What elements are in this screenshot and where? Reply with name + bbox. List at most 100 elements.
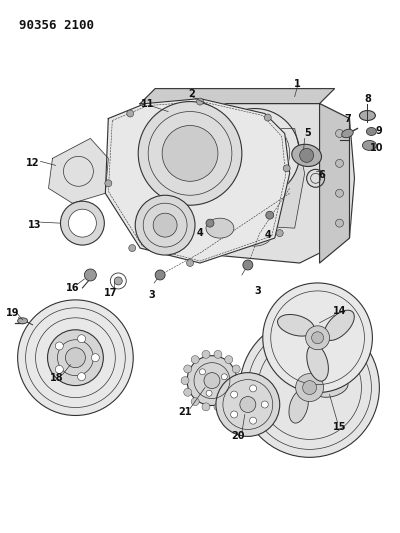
Circle shape xyxy=(200,369,206,375)
Circle shape xyxy=(264,114,271,121)
Polygon shape xyxy=(140,103,354,263)
Text: 18: 18 xyxy=(50,373,63,383)
Circle shape xyxy=(66,348,85,368)
Polygon shape xyxy=(105,99,290,263)
Circle shape xyxy=(184,365,192,373)
Circle shape xyxy=(84,269,96,281)
Circle shape xyxy=(336,219,344,227)
Text: 2: 2 xyxy=(189,88,196,99)
Circle shape xyxy=(138,102,242,205)
Ellipse shape xyxy=(285,355,312,382)
Circle shape xyxy=(232,365,240,373)
Circle shape xyxy=(206,219,214,227)
Circle shape xyxy=(181,377,189,385)
Circle shape xyxy=(55,342,63,350)
Text: 4: 4 xyxy=(264,230,271,240)
Circle shape xyxy=(55,366,63,374)
Circle shape xyxy=(191,398,199,406)
Text: 3: 3 xyxy=(254,286,261,296)
Circle shape xyxy=(306,326,330,350)
Text: 19: 19 xyxy=(6,308,20,318)
Circle shape xyxy=(240,318,379,457)
Circle shape xyxy=(18,300,133,416)
Circle shape xyxy=(216,373,280,437)
Circle shape xyxy=(48,330,103,385)
Circle shape xyxy=(153,213,177,237)
Circle shape xyxy=(214,350,222,358)
Circle shape xyxy=(187,356,237,406)
Circle shape xyxy=(235,377,243,385)
Ellipse shape xyxy=(342,129,353,138)
Text: 13: 13 xyxy=(28,220,41,230)
Circle shape xyxy=(191,356,199,364)
Ellipse shape xyxy=(366,127,376,135)
Text: 5: 5 xyxy=(304,128,311,139)
Circle shape xyxy=(210,109,300,198)
Text: 4: 4 xyxy=(197,228,203,238)
Circle shape xyxy=(240,397,256,413)
Ellipse shape xyxy=(206,218,234,238)
Circle shape xyxy=(155,270,165,280)
Polygon shape xyxy=(48,139,108,203)
Circle shape xyxy=(162,125,218,181)
Circle shape xyxy=(336,189,344,197)
Circle shape xyxy=(202,403,210,411)
Circle shape xyxy=(221,374,227,380)
Circle shape xyxy=(135,195,195,255)
Text: 12: 12 xyxy=(26,158,39,168)
Circle shape xyxy=(336,159,344,167)
Circle shape xyxy=(225,356,233,364)
Circle shape xyxy=(266,211,274,219)
Circle shape xyxy=(91,354,99,362)
Circle shape xyxy=(204,373,220,389)
Circle shape xyxy=(250,385,256,392)
Circle shape xyxy=(186,260,194,266)
Text: 3: 3 xyxy=(149,290,156,300)
Ellipse shape xyxy=(315,378,348,397)
Text: 9: 9 xyxy=(376,126,383,136)
Ellipse shape xyxy=(278,314,314,336)
Circle shape xyxy=(276,230,283,237)
Circle shape xyxy=(283,165,290,172)
Text: 14: 14 xyxy=(333,306,346,316)
Ellipse shape xyxy=(307,344,328,381)
Circle shape xyxy=(300,148,314,163)
Text: 21: 21 xyxy=(178,408,192,417)
Circle shape xyxy=(312,332,324,344)
Text: 6: 6 xyxy=(318,171,325,180)
Text: 11: 11 xyxy=(142,99,155,109)
Circle shape xyxy=(206,390,212,396)
Text: 15: 15 xyxy=(333,423,346,432)
Circle shape xyxy=(261,401,268,408)
Ellipse shape xyxy=(18,318,28,324)
Circle shape xyxy=(296,374,324,401)
Circle shape xyxy=(114,277,122,285)
Polygon shape xyxy=(320,103,350,263)
Circle shape xyxy=(225,398,233,406)
Ellipse shape xyxy=(292,144,322,166)
Circle shape xyxy=(78,373,86,381)
Circle shape xyxy=(243,260,253,270)
Circle shape xyxy=(68,209,96,237)
Circle shape xyxy=(129,245,136,252)
Polygon shape xyxy=(195,128,305,228)
Text: 1: 1 xyxy=(294,79,301,88)
Circle shape xyxy=(231,411,238,418)
Circle shape xyxy=(78,335,86,343)
Circle shape xyxy=(237,135,273,171)
Circle shape xyxy=(202,350,210,358)
Circle shape xyxy=(336,130,344,138)
Circle shape xyxy=(303,381,316,394)
Ellipse shape xyxy=(324,310,354,341)
Ellipse shape xyxy=(360,110,375,120)
Circle shape xyxy=(232,389,240,396)
Circle shape xyxy=(127,110,134,117)
Text: 8: 8 xyxy=(364,94,371,103)
Text: 90356 2100: 90356 2100 xyxy=(19,19,94,32)
Circle shape xyxy=(196,98,204,105)
Ellipse shape xyxy=(362,140,376,150)
Circle shape xyxy=(263,283,372,393)
Text: 16: 16 xyxy=(66,283,79,293)
Circle shape xyxy=(184,389,192,396)
Text: 7: 7 xyxy=(344,114,351,124)
